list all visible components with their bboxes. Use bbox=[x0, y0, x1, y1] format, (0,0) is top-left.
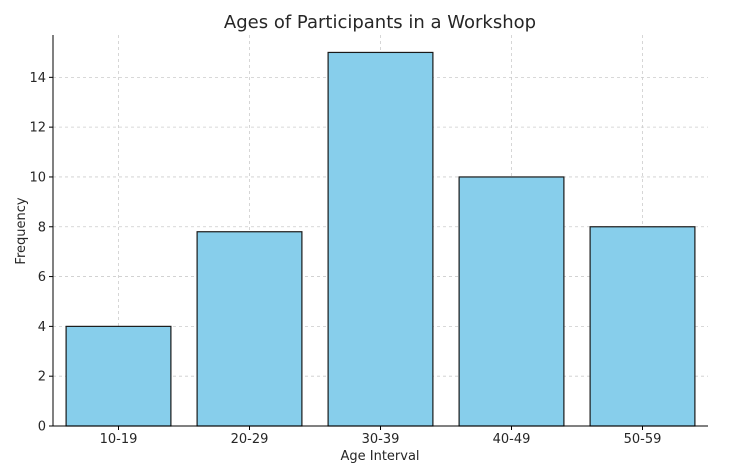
y-tick-label: 0 bbox=[38, 420, 46, 435]
y-tick-label: 12 bbox=[29, 121, 46, 136]
bar-20-29 bbox=[196, 231, 303, 427]
x-tick-label: 20-29 bbox=[231, 432, 269, 447]
x-axis-title: Age Interval bbox=[340, 449, 419, 464]
bar-50-59 bbox=[589, 226, 696, 427]
x-tick-label: 30-39 bbox=[362, 432, 400, 447]
y-axis-title: Frequency bbox=[14, 197, 29, 264]
y-tick-label: 8 bbox=[38, 220, 46, 235]
y-tick-label: 6 bbox=[38, 270, 46, 285]
tick-labels: 0 2 4 6 8 10 12 14 10-19 20-29 30-39 40-49 50-59 bbox=[29, 71, 661, 447]
bar-40-49 bbox=[458, 176, 565, 427]
bar-30-39 bbox=[327, 51, 434, 427]
y-tick-label: 2 bbox=[38, 370, 46, 385]
y-tick-label: 4 bbox=[38, 320, 46, 335]
chart-title: Ages of Participants in a Workshop bbox=[224, 12, 536, 33]
bar-10-19 bbox=[65, 325, 172, 427]
y-tick-label: 10 bbox=[29, 170, 46, 185]
x-tick-label: 10-19 bbox=[100, 432, 138, 447]
x-tick-label: 40-49 bbox=[493, 432, 531, 447]
y-tick-label: 14 bbox=[29, 71, 46, 86]
x-tick-label: 50-59 bbox=[624, 432, 662, 447]
bars bbox=[65, 51, 696, 427]
